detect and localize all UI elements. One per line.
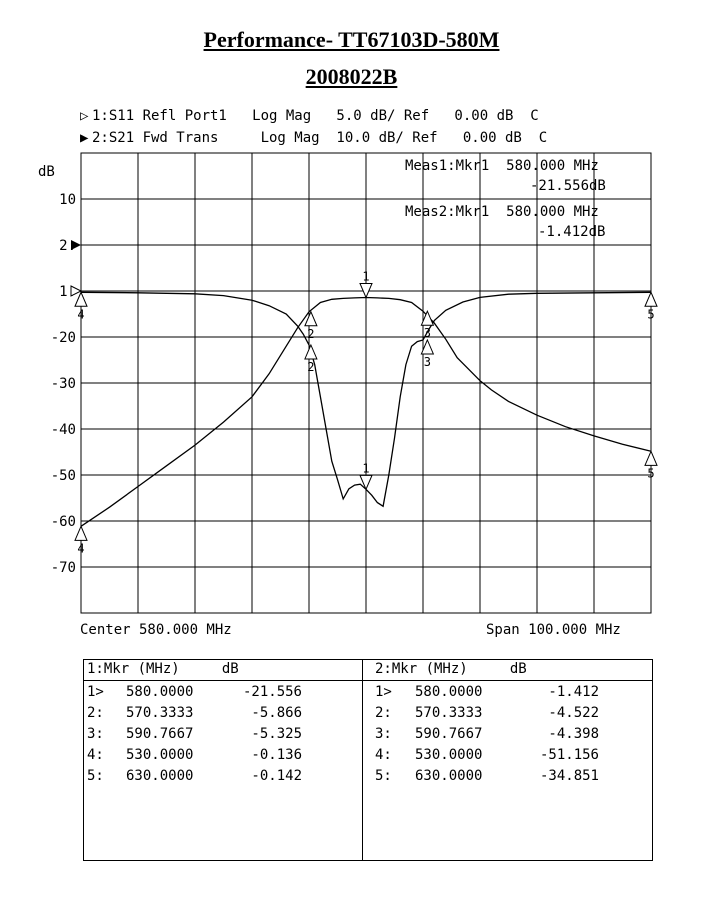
marker-3-trace2-icon: 3	[420, 309, 435, 340]
marker-table-header-label: 2:Mkr (MHz) dB	[375, 661, 527, 677]
y-tick-label: -40	[51, 422, 76, 438]
marker-id: 4:	[87, 747, 104, 763]
marker-number: 2	[307, 327, 314, 341]
marker-id: 3:	[87, 726, 104, 742]
marker-frequency: 590.7667	[126, 726, 194, 742]
marker-number: 3	[424, 326, 431, 340]
marker-id: 1>	[87, 684, 104, 700]
marker-1-trace2-icon: 1	[359, 269, 373, 299]
trace1-header: 1:S11 Refl Port1 Log Mag 5.0 dB/ Ref 0.0…	[92, 108, 539, 124]
marker-number: 1	[362, 461, 369, 475]
marker-frequency: 630.0000	[126, 768, 194, 784]
marker-3-trace1-icon: 3	[420, 338, 435, 369]
trace2-s21-line	[80, 296, 652, 527]
center-frequency: Center 580.000 MHz	[80, 622, 232, 638]
marker-id: 5:	[375, 768, 392, 784]
marker-number: 4	[77, 307, 84, 321]
marker-frequency: 570.3333	[415, 705, 483, 721]
marker-number: 3	[424, 355, 431, 369]
marker-triangle	[420, 338, 435, 355]
y-tick-label: -60	[51, 514, 76, 530]
marker-triangle	[304, 310, 318, 327]
meas2-value: -1.412dB	[538, 224, 606, 240]
marker-5-trace2-icon: 5	[644, 450, 658, 480]
y-tick-label: 10	[59, 192, 76, 208]
marker-frequency: 630.0000	[415, 768, 483, 784]
marker-triangle	[359, 282, 373, 299]
marker-id: 1>	[375, 684, 392, 700]
marker-db-value: -5.866	[251, 705, 302, 721]
marker-triangle	[644, 450, 658, 466]
y-tick-label: -20	[51, 330, 76, 346]
marker-4-trace2-icon: 4	[74, 525, 88, 555]
marker-frequency: 530.0000	[126, 747, 194, 763]
marker-triangle	[644, 291, 658, 307]
marker-db-value: -0.136	[251, 747, 302, 763]
trace1-marker-icon: ▷	[80, 108, 89, 124]
marker-number: 4	[77, 541, 84, 555]
marker-number: 5	[647, 307, 654, 321]
marker-id: 5:	[87, 768, 104, 784]
marker-table-header-trace2: 2:Mkr (MHz) dB	[363, 660, 652, 681]
marker-frequency: 590.7667	[415, 726, 483, 742]
trace2-ref-pointer-icon	[71, 240, 81, 250]
marker-2-trace1-icon: 2	[304, 343, 318, 374]
marker-db-value: -5.325	[251, 726, 302, 742]
marker-id: 2:	[87, 705, 104, 721]
marker-table-trace1: 1:Mkr (MHz) dB 1> 580.0000 -21.556 2: 570.33…	[84, 660, 363, 860]
trace1-ref-pointer-icon	[70, 285, 83, 297]
marker-frequency: 580.0000	[126, 684, 194, 700]
chart-title: Performance- TT67103D-580M	[203, 27, 500, 52]
meas2-label: Meas2:Mkr1 580.000 MHz	[405, 204, 599, 220]
trace2-marker-icon: ▶	[80, 130, 89, 146]
marker-db-value: -4.398	[548, 726, 599, 742]
y-tick-label: -70	[51, 560, 76, 576]
marker-number: 5	[647, 466, 654, 480]
marker-table-header-trace1: 1:Mkr (MHz) dB	[84, 660, 362, 681]
y-axis-label: dB	[38, 164, 55, 180]
marker-number: 2	[307, 360, 314, 374]
y-tick-label: -50	[51, 468, 76, 484]
marker-5-trace1-icon: 5	[644, 291, 658, 321]
marker-triangle	[420, 309, 435, 326]
marker-frequency: 530.0000	[415, 747, 483, 763]
marker-db-value: -1.412	[548, 684, 599, 700]
marker-table: 1:Mkr (MHz) dB 1> 580.0000 -21.556 2: 570.33…	[83, 659, 653, 861]
marker-table-trace2: 2:Mkr (MHz) dB 1> 580.0000 -1.412 2: 570.333…	[363, 660, 652, 860]
marker-id: 2:	[375, 705, 392, 721]
marker-triangle	[74, 525, 88, 541]
marker-db-value: -4.522	[548, 705, 599, 721]
marker-table-header-label: 1:Mkr (MHz) dB	[87, 661, 239, 677]
marker-id: 4:	[375, 747, 392, 763]
marker-frequency: 580.0000	[415, 684, 483, 700]
marker-triangle	[74, 290, 88, 307]
meas1-value: -21.556dB	[530, 178, 606, 194]
meas1-label: Meas1:Mkr1 580.000 MHz	[405, 158, 599, 174]
marker-1-trace1-icon: 1	[359, 461, 373, 491]
span-frequency: Span 100.000 MHz	[486, 622, 621, 638]
marker-db-value: -34.851	[539, 768, 599, 784]
marker-triangle	[359, 474, 373, 491]
marker-id: 3:	[375, 726, 392, 742]
marker-db-value: -21.556	[242, 684, 302, 700]
y-tick-label: -30	[51, 376, 76, 392]
chart-subtitle: 2008022B	[305, 64, 398, 89]
marker-db-value: -0.142	[251, 768, 302, 784]
marker-4-trace1-icon: 4	[74, 290, 88, 321]
marker-frequency: 570.3333	[126, 705, 194, 721]
marker-number: 1	[362, 269, 369, 283]
marker-2-trace2-icon: 2	[304, 310, 318, 341]
marker-triangle	[304, 343, 318, 360]
trace2-header: 2:S21 Fwd Trans Log Mag 10.0 dB/ Ref 0.0…	[92, 130, 548, 146]
marker-db-value: -51.156	[539, 747, 599, 763]
